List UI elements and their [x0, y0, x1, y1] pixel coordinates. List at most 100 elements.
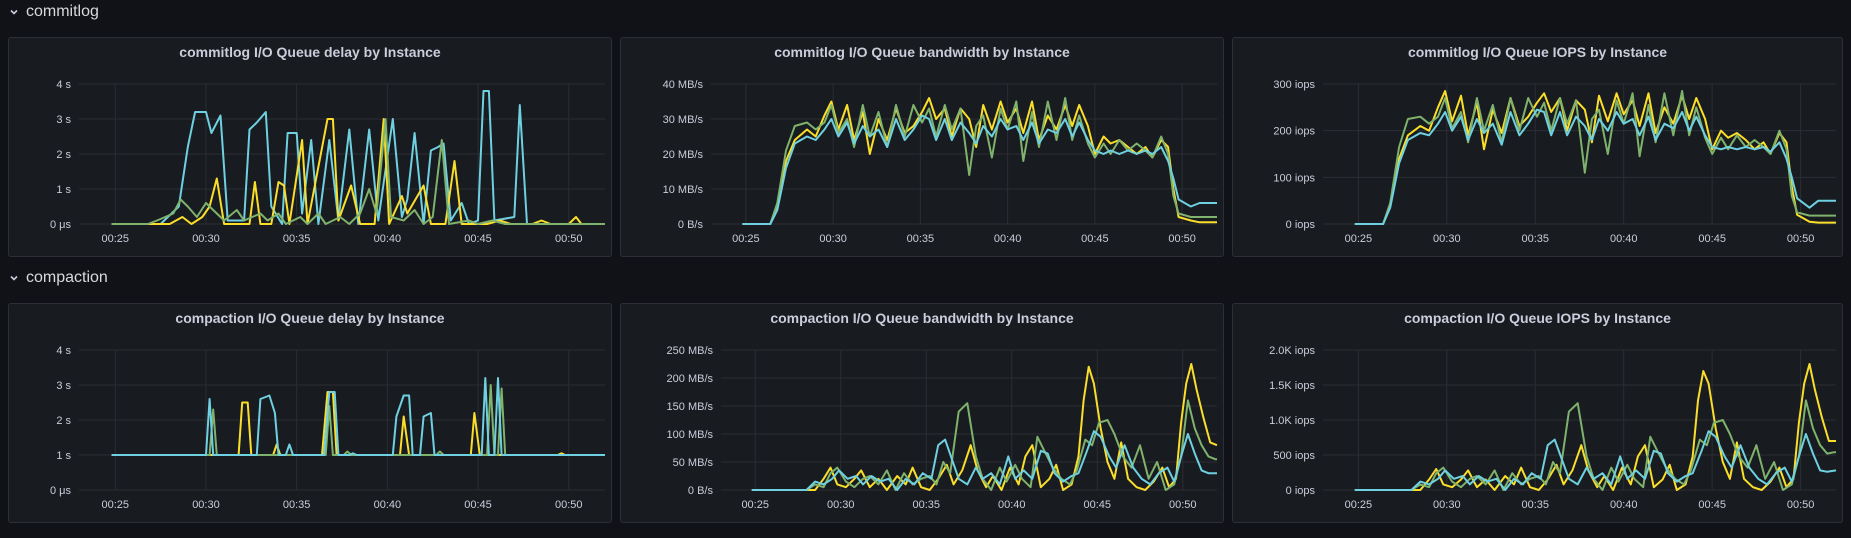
x-tick-label: 00:35 — [907, 233, 935, 245]
y-tick-label: 500 iops — [1273, 450, 1315, 462]
y-tick-label: 0 μs — [50, 485, 72, 497]
series-line-1 — [1354, 90, 1836, 225]
x-tick-label: 00:30 — [192, 499, 220, 511]
panel-title[interactable]: compaction I/O Queue IOPS by Instance — [1404, 310, 1671, 326]
y-tick-label: 250 MB/s — [667, 345, 714, 357]
series-line-1 — [751, 399, 1217, 491]
series-line-2 — [111, 377, 605, 456]
x-tick-label: 00:40 — [1610, 233, 1638, 245]
x-tick-label: 00:45 — [1081, 233, 1109, 245]
chart-compaction-bandwidth: 0 B/s 50 MB/s 100 MB/s 150 MB/s 200 MB/s 250 … — [667, 345, 1218, 511]
chevron-down-icon — [10, 9, 18, 15]
x-tick-label: 00:25 — [732, 233, 760, 245]
panel-commitlog-delay[interactable]: commitlog I/O Queue delay by Instance 0 … — [8, 37, 612, 257]
x-tick-label: 00:25 — [1345, 233, 1373, 245]
series-line-1 — [742, 97, 1217, 225]
y-tick-label: 40 MB/s — [663, 79, 704, 91]
y-tick-label: 1 s — [56, 184, 71, 196]
grid — [79, 349, 605, 491]
y-tick-label: 0 B/s — [678, 219, 704, 231]
y-tick-label: 1.0K iops — [1269, 415, 1315, 427]
x-tick-label: 00:40 — [994, 233, 1022, 245]
x-tick-label: 00:45 — [1698, 233, 1726, 245]
y-tick-label: 1 s — [56, 450, 71, 462]
x-tick-label: 00:50 — [1169, 499, 1197, 511]
y-tick-label: 100 iops — [1273, 172, 1315, 184]
x-tick-label: 00:50 — [555, 499, 583, 511]
panel-title[interactable]: compaction I/O Queue bandwidth by Instan… — [770, 310, 1074, 326]
chart-compaction-delay: 0 μs 1 s 2 s 3 s 4 s 00:25 00:30 00:35 00:40 00:4… — [50, 345, 605, 511]
panel-commitlog-iops[interactable]: commitlog I/O Queue IOPS by Instance 0 i… — [1232, 37, 1843, 257]
x-tick-label: 00:50 — [1787, 499, 1815, 511]
y-tick-label: 30 MB/s — [663, 114, 704, 126]
y-tick-label: 2 s — [56, 415, 71, 427]
series-line-1 — [111, 118, 605, 225]
chart-commitlog-bandwidth: 0 B/s 10 MB/s 20 MB/s 30 MB/s 40 MB/s 00:25 00… — [663, 79, 1217, 245]
panel-title[interactable]: commitlog I/O Queue IOPS by Instance — [1407, 44, 1668, 60]
x-tick-label: 00:50 — [555, 233, 583, 245]
row-title: compaction — [26, 269, 108, 286]
x-tick-label: 00:35 — [1522, 233, 1550, 245]
x-tick-label: 00:45 — [464, 233, 492, 245]
panel-compaction-iops[interactable]: compaction I/O Queue IOPS by Instance 0 … — [1232, 303, 1843, 523]
y-tick-label: 20 MB/s — [663, 149, 704, 161]
panel-title[interactable]: commitlog I/O Queue bandwidth by Instanc… — [774, 44, 1070, 60]
chevron-down-icon — [10, 275, 18, 281]
x-tick-label: 00:40 — [998, 499, 1026, 511]
y-tick-label: 1.5K iops — [1269, 380, 1315, 392]
chart-commitlog-delay: 0 μs 1 s 2 s 3 s 4 s 00:25 00:30 00:35 00:40 00:4… — [50, 79, 605, 245]
series-line-0 — [742, 97, 1217, 225]
series-line-2 — [111, 118, 605, 225]
panel-title[interactable]: commitlog I/O Queue delay by Instance — [179, 44, 441, 60]
y-tick-label: 0 B/s — [688, 485, 714, 497]
series-line-2 — [751, 430, 1217, 491]
panel-compaction-bandwidth[interactable]: compaction I/O Queue bandwidth by Instan… — [620, 303, 1224, 523]
row-title: commitlog — [26, 3, 99, 20]
x-tick-label: 00:50 — [1787, 233, 1815, 245]
x-tick-label: 00:45 — [1698, 499, 1726, 511]
y-tick-label: 4 s — [56, 345, 71, 357]
chart-commitlog-iops: 0 iops 100 iops 200 iops 300 iops 00:25 00:30… — [1273, 79, 1836, 245]
x-tick-label: 00:35 — [283, 233, 311, 245]
y-tick-label: 0 iops — [1286, 485, 1316, 497]
series-line-0 — [1354, 90, 1836, 225]
series-line-2 — [742, 114, 1217, 225]
x-tick-label: 00:25 — [741, 499, 769, 511]
series-line-2 — [1354, 430, 1837, 491]
y-tick-label: 0 μs — [50, 219, 72, 231]
grid — [711, 83, 1217, 225]
y-tick-label: 50 MB/s — [673, 457, 714, 469]
y-tick-label: 2.0K iops — [1269, 345, 1315, 357]
x-tick-label: 00:30 — [827, 499, 855, 511]
x-tick-label: 00:40 — [374, 499, 402, 511]
x-tick-label: 00:25 — [102, 499, 130, 511]
x-tick-label: 00:40 — [374, 233, 402, 245]
y-tick-label: 150 MB/s — [667, 401, 714, 413]
x-tick-label: 00:50 — [1168, 233, 1196, 245]
y-tick-label: 2 s — [56, 149, 71, 161]
y-tick-label: 3 s — [56, 114, 71, 126]
x-tick-label: 00:45 — [464, 499, 492, 511]
y-tick-label: 200 iops — [1273, 126, 1315, 138]
x-tick-label: 00:30 — [819, 233, 847, 245]
series-line-0 — [111, 391, 605, 456]
x-tick-label: 00:35 — [283, 499, 311, 511]
x-tick-label: 00:25 — [1345, 499, 1373, 511]
y-tick-label: 100 MB/s — [667, 429, 714, 441]
y-tick-label: 3 s — [56, 380, 71, 392]
x-tick-label: 00:30 — [1433, 499, 1461, 511]
x-tick-label: 00:45 — [1084, 499, 1112, 511]
row-header-compaction[interactable]: compaction — [8, 266, 108, 290]
y-tick-label: 200 MB/s — [667, 373, 714, 385]
y-tick-label: 10 MB/s — [663, 184, 704, 196]
x-tick-label: 00:35 — [912, 499, 940, 511]
y-tick-label: 4 s — [56, 79, 71, 91]
panel-compaction-delay[interactable]: compaction I/O Queue delay by Instance 0… — [8, 303, 612, 523]
x-tick-label: 00:40 — [1610, 499, 1638, 511]
series-line-0 — [111, 90, 605, 225]
row-header-commitlog[interactable]: commitlog — [8, 0, 99, 24]
x-tick-label: 00:35 — [1522, 499, 1550, 511]
panel-commitlog-bandwidth[interactable]: commitlog I/O Queue bandwidth by Instanc… — [620, 37, 1224, 257]
series-line-1 — [1354, 399, 1836, 491]
panel-title[interactable]: compaction I/O Queue delay by Instance — [175, 310, 445, 326]
